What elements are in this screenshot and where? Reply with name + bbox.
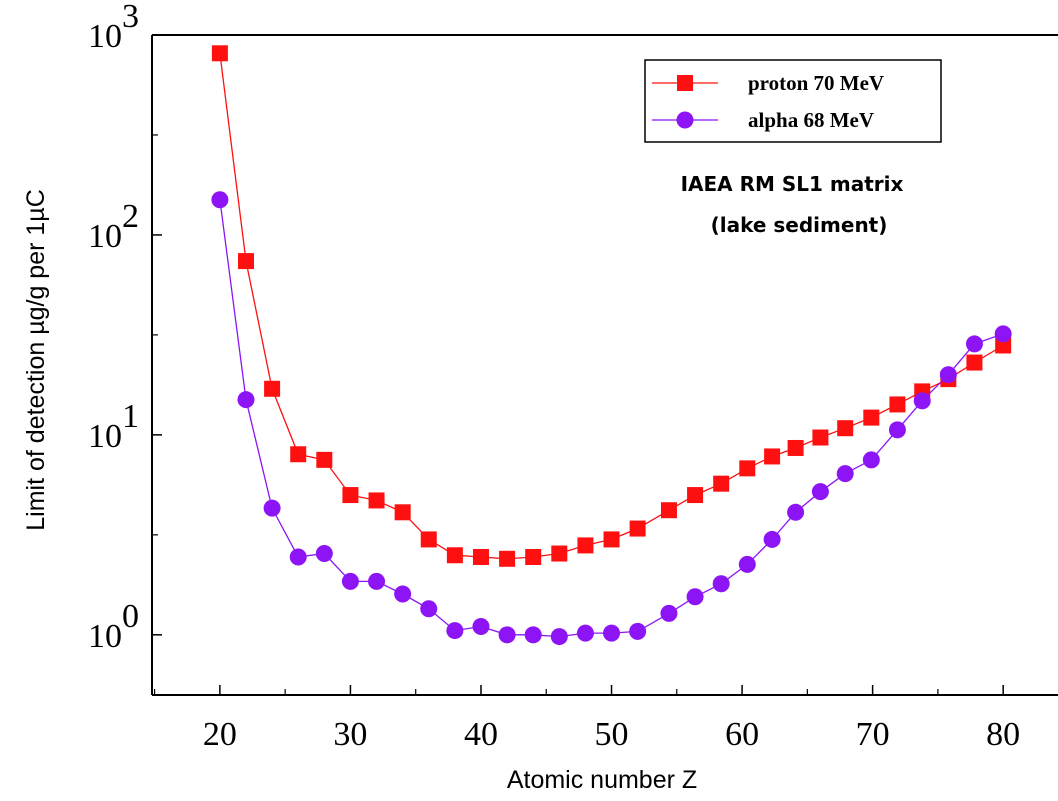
data-point: [738, 555, 756, 573]
y-tick-exponent: 3: [122, 0, 139, 35]
series-layer: [211, 45, 1012, 646]
data-point: [994, 325, 1012, 343]
x-tick-label: 50: [595, 716, 629, 753]
data-point: [913, 392, 931, 410]
data-point: [524, 626, 542, 644]
data-point: [939, 366, 957, 384]
data-point: [498, 626, 516, 644]
y-tick-exponent: 1: [122, 398, 139, 435]
data-point: [342, 487, 359, 504]
data-point: [237, 391, 255, 409]
data-point: [812, 429, 829, 446]
x-tick-label: 40: [464, 716, 498, 753]
data-point: [237, 253, 254, 270]
data-point: [551, 545, 568, 562]
legend-entry-proton: proton 70 MeV: [652, 71, 884, 95]
data-point: [629, 622, 647, 640]
data-point: [472, 618, 490, 636]
legend-label: alpha 68 MeV: [748, 108, 874, 132]
data-point: [577, 537, 594, 554]
y-tick-label: 10: [88, 218, 122, 255]
y-tick-exponent: 2: [122, 198, 139, 235]
annotation-sediment: (lake sediment): [711, 213, 888, 237]
annotation-matrix: IAEA RM SL1 matrix: [681, 172, 904, 196]
legend-marker: [677, 75, 693, 91]
data-point: [499, 550, 516, 567]
data-point: [787, 503, 805, 521]
data-point: [888, 421, 906, 439]
data-point: [576, 624, 594, 642]
data-point: [446, 622, 464, 640]
x-tick-label: 80: [986, 716, 1020, 753]
data-point: [211, 45, 228, 62]
data-point: [889, 396, 906, 413]
data-point: [446, 547, 463, 564]
data-point: [713, 475, 730, 492]
data-point: [290, 446, 307, 463]
data-point: [763, 530, 781, 548]
data-point: [211, 191, 229, 209]
data-point: [341, 572, 359, 590]
x-axis-title: Atomic number Z: [507, 766, 697, 794]
data-point: [525, 549, 542, 566]
legend: proton 70 MeV alpha 68 MeV: [644, 59, 942, 143]
y-axis-title: Limit of detection µg/g per 1µC: [22, 189, 50, 530]
data-point: [368, 492, 385, 509]
alpha-series: [211, 191, 1012, 646]
legend-marker: [676, 111, 694, 129]
data-point: [966, 354, 983, 371]
proton-series: [211, 45, 1012, 567]
data-point: [686, 588, 704, 606]
data-point: [315, 545, 333, 563]
data-point: [550, 628, 568, 646]
y-tick-exponent: 0: [122, 598, 139, 635]
legend-label: proton 70 MeV: [748, 71, 884, 95]
data-point: [837, 420, 854, 437]
data-point: [368, 572, 386, 590]
x-tick-label: 20: [203, 716, 237, 753]
data-point: [787, 439, 804, 456]
data-point: [660, 502, 677, 519]
x-tick-label: 30: [333, 716, 367, 753]
data-point: [629, 520, 646, 537]
x-axis-ticks: 20 30 40 50 60 70 80: [154, 685, 1020, 753]
data-point: [712, 575, 730, 593]
data-point: [862, 451, 880, 469]
x-tick-label: 60: [725, 716, 759, 753]
data-point: [863, 409, 880, 426]
legend-box: [644, 59, 942, 143]
legend-entry-alpha: alpha 68 MeV: [652, 108, 874, 132]
data-point: [739, 460, 756, 477]
x-tick-label: 70: [856, 716, 890, 753]
data-point: [472, 549, 489, 566]
data-point: [420, 531, 437, 548]
data-point: [603, 624, 621, 642]
legend-entries: proton 70 MeV alpha 68 MeV: [652, 71, 884, 132]
data-point: [660, 604, 678, 622]
data-point: [965, 335, 983, 353]
y-tick-label: 10: [88, 18, 122, 55]
y-tick-label: 10: [88, 418, 122, 455]
data-point: [394, 585, 412, 603]
data-point: [764, 448, 781, 465]
data-point: [316, 451, 333, 468]
data-point: [289, 548, 307, 566]
data-point: [811, 483, 829, 501]
data-point: [264, 380, 281, 397]
data-point: [420, 600, 438, 618]
data-point: [995, 337, 1012, 354]
data-point: [836, 465, 854, 483]
data-point: [394, 504, 411, 521]
y-tick-label: 10: [88, 618, 122, 655]
alpha-series-line: [219, 199, 1004, 638]
plot-frame: [151, 34, 1058, 696]
data-point: [687, 487, 704, 504]
data-point: [263, 499, 281, 517]
data-point: [603, 531, 620, 548]
